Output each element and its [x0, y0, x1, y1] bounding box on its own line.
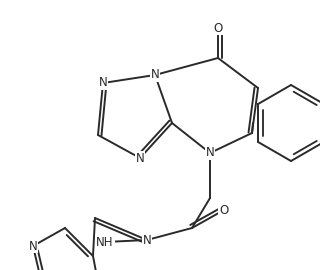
Text: O: O — [220, 204, 228, 217]
Text: N: N — [206, 147, 214, 160]
Text: N: N — [28, 239, 37, 252]
Text: N: N — [143, 234, 151, 247]
Text: N: N — [136, 151, 144, 164]
Text: O: O — [213, 22, 223, 35]
Text: N: N — [99, 76, 108, 89]
Text: N: N — [151, 69, 159, 82]
Text: NH: NH — [96, 235, 114, 248]
